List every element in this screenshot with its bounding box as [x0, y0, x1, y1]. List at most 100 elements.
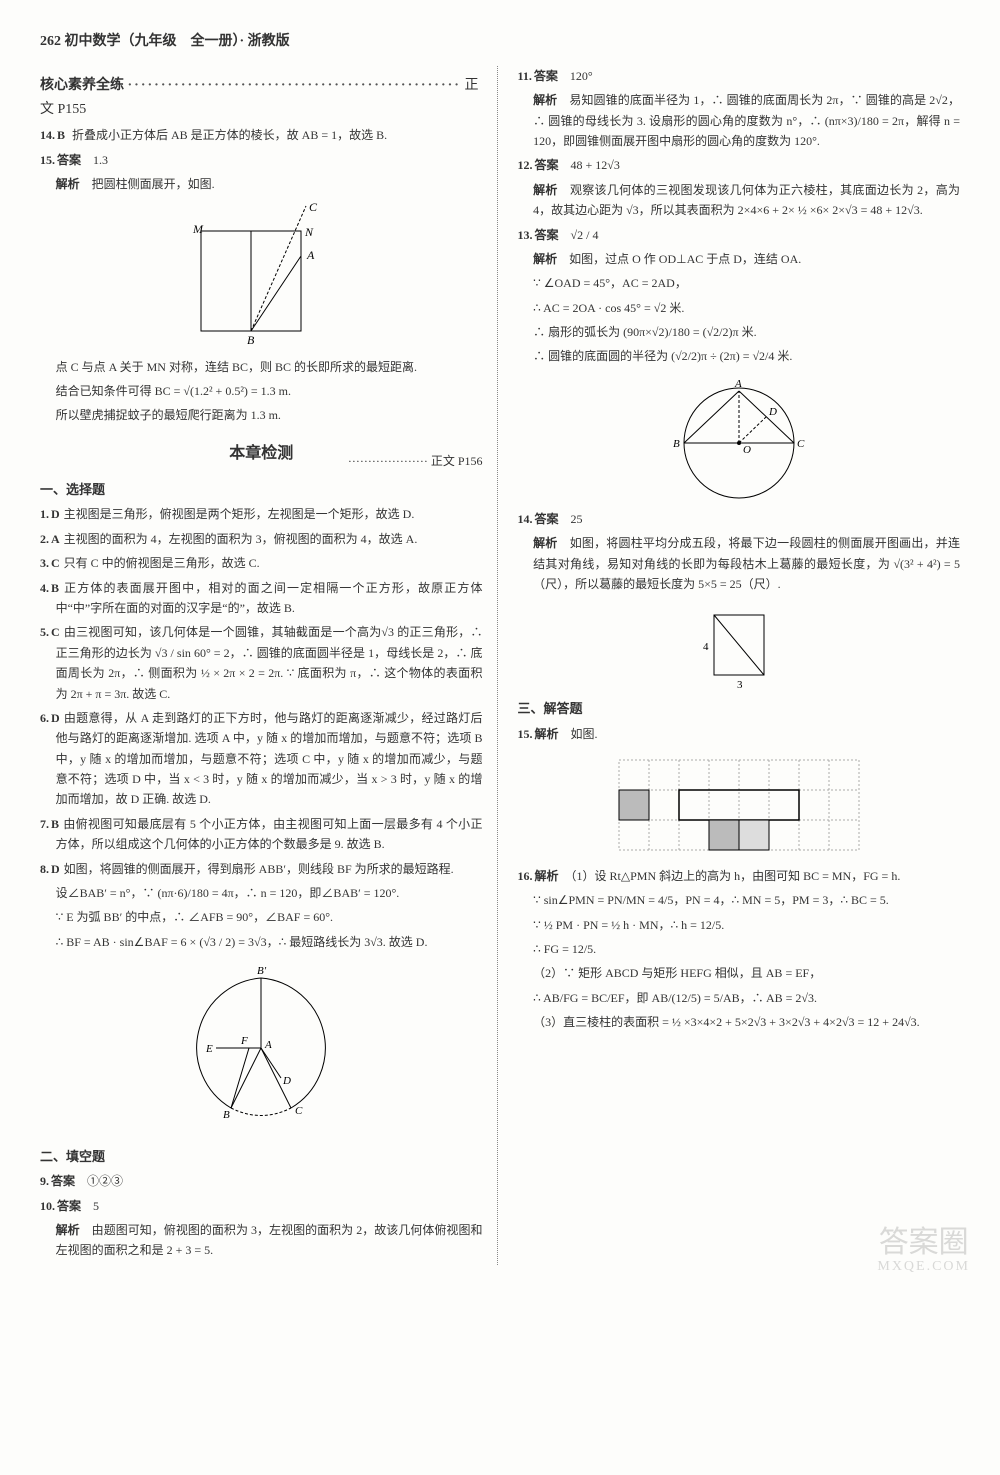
figure-sector: B′ E F A D B C — [181, 958, 341, 1138]
q10-exp: 解析 由题图可知，俯视图的面积为 3，左视图的面积为 2，故该几何体俯视图和左视… — [40, 1220, 483, 1261]
mc8-num: 8. — [40, 862, 49, 876]
q13-line2: ∴ 扇形的弧长为 (90π×√2)/180 = (√2/2)π 米. — [518, 322, 961, 342]
q15-line0: 点 C 与点 A 关于 MN 对称，连结 BC，则 BC 的长即所求的最短距离. — [40, 357, 483, 377]
q16: 16.解析 （1）设 Rt△PMN 斜边上的高为 h，由图可知 BC = MN，… — [518, 866, 961, 886]
figure-rectangle-diag: 4 3 — [689, 600, 789, 690]
dots: ········································… — [128, 78, 461, 93]
lbl-O: O — [743, 444, 751, 456]
mc2-ans: A — [51, 532, 60, 546]
mc4-ans: B — [51, 581, 59, 595]
q15-value: 1.3 — [93, 153, 108, 167]
q9: 9.答案 ①②③ — [40, 1171, 483, 1191]
figure-grid-views — [609, 750, 869, 860]
mc2-num: 2. — [40, 532, 49, 546]
q16-l12: ∴ FG = 12/5. — [518, 939, 961, 959]
q14-ans: B — [57, 128, 65, 142]
mc-6: 6.D由题意得，从 A 走到路灯的正下方时，他与路灯的距离逐渐减少，经过路灯后他… — [40, 708, 483, 810]
q14r-value: 25 — [571, 512, 583, 526]
q16-num: 16. — [518, 869, 533, 883]
mc-2: 2.A主视图的面积为 4，左视图的面积为 3，俯视图的面积为 4，故选 A. — [40, 529, 483, 549]
lbl-C3: C — [797, 438, 805, 450]
q15r-text: 如图. — [571, 727, 598, 741]
q14r-exp-label: 解析 — [533, 536, 557, 550]
label-C: C — [309, 201, 318, 214]
mc6-num: 6. — [40, 711, 49, 725]
section-1-name: 核心素养全练 — [40, 78, 124, 93]
mc5-text: 由三视图可知，该几何体是一个圆锥，其轴截面是一个高为√3 的正三角形，∴ 正三角… — [56, 625, 483, 700]
mc1-ans: D — [51, 507, 60, 521]
q10-num: 10. — [40, 1199, 55, 1213]
mc-7: 7.B由俯视图可知最底层有 5 个小正方体，由主视图可知上面一层最多有 4 个小… — [40, 814, 483, 855]
q11-value: 120° — [570, 69, 593, 83]
mc1-text: 主视图是三角形，俯视图是两个矩形，左视图是一个矩形，故选 D. — [64, 507, 415, 521]
q13-value: √2 / 4 — [571, 228, 599, 242]
label-A: A — [306, 248, 315, 262]
q15-answer: 15.答案 1.3 — [40, 150, 483, 170]
q13-exp-text: 如图，过点 O 作 OD⊥AC 于点 D，连结 OA. — [569, 252, 801, 266]
label-Bp: B′ — [257, 965, 267, 977]
figure-circle-sector: A B C D O — [649, 373, 829, 503]
q16-p1: （1）设 Rt△PMN 斜边上的高为 h，由图可知 BC = MN，FG = h… — [571, 869, 901, 883]
q9-num: 9. — [40, 1174, 49, 1188]
mc-4: 4.B正方体的表面展开图中，相对的面之间一定相隔一个正方形，故原正方体中“中”字… — [40, 578, 483, 619]
figure-cylinder-unfold: M N A B C — [171, 201, 351, 351]
q11-label: 答案 — [534, 69, 558, 83]
q10-exp-label: 解析 — [56, 1223, 80, 1237]
q10-value: 5 — [93, 1199, 99, 1213]
q12-label: 答案 — [535, 158, 559, 172]
q12-num: 12. — [518, 158, 533, 172]
q8-line0: 设∠BAB′ = n°，∵ (nπ·6)/180 = 4π，∴ n = 120，… — [40, 883, 483, 903]
mc3-ans: C — [51, 556, 60, 570]
chapter-pageref: 正文 P156 — [431, 454, 483, 468]
label-M: M — [192, 222, 204, 236]
explain-label: 解析 — [56, 177, 80, 191]
q15-explanation: 解析 把圆柱侧面展开，如图. — [40, 174, 483, 194]
q11-exp-label: 解析 — [533, 93, 557, 107]
q14-num: 14. — [40, 128, 55, 142]
q13-exp-label: 解析 — [533, 252, 557, 266]
section-title-1: 核心素养全练 ·································… — [40, 74, 483, 122]
q14: 14.B 折叠成小正方体后 AB 是正方体的棱长，故 AB = 1，故选 B. — [40, 125, 483, 145]
q11: 11.答案 120° — [518, 66, 961, 86]
right-column: 11.答案 120° 解析 易知圆锥的底面半径为 1，∴ 圆锥的底面周长为 2π… — [518, 66, 961, 1265]
q15-exp-text: 把圆柱侧面展开，如图. — [92, 177, 215, 191]
q13: 13.答案 √2 / 4 — [518, 225, 961, 245]
label-A2: A — [264, 1039, 272, 1051]
q13-line3: ∴ 圆锥的底面圆的半径为 (√2/2)π ÷ (2π) = √2/4 米. — [518, 346, 961, 366]
lbl-A3: A — [734, 378, 742, 390]
q13-line0: ∵ ∠OAD = 45°，AC = 2AD， — [518, 273, 961, 293]
q9-label: 答案 — [51, 1174, 75, 1188]
label-D: D — [282, 1075, 291, 1087]
left-column: 核心素养全练 ·································… — [40, 66, 498, 1265]
q13-label: 答案 — [535, 228, 559, 242]
q13-line1: ∴ AC = 2OA · cos 45° = √2 米. — [518, 298, 961, 318]
mc5-num: 5. — [40, 625, 49, 639]
mc6-ans: D — [51, 711, 60, 725]
dots2: ···················· — [348, 454, 428, 468]
q14r-label: 答案 — [535, 512, 559, 526]
q11-exp: 解析 易知圆锥的底面半径为 1，∴ 圆锥的底面周长为 2π，∵ 圆锥的高是 2√… — [518, 90, 961, 151]
lbl-D3: D — [768, 406, 777, 418]
mc4-text: 正方体的表面展开图中，相对的面之间一定相隔一个正方形，故原正方体中“中”字所在面… — [56, 581, 483, 615]
lbl-3: 3 — [737, 679, 743, 690]
label-B2: B — [223, 1109, 230, 1121]
q14r-exp: 解析 如图，将圆柱平均分成五段，将最下边一段圆柱的侧面展开图画出，并连结其对角线… — [518, 533, 961, 594]
page-header: 262 初中数学（九年级 全一册）· 浙教版 — [40, 30, 960, 54]
q10-label: 答案 — [57, 1199, 81, 1213]
q12-exp: 解析 观察该几何体的三视图发现该几何体为正六棱柱，其底面边长为 2，高为 4，故… — [518, 180, 961, 221]
mc5-ans: C — [51, 625, 60, 639]
mc3-text: 只有 C 中的俯视图是三角形，故选 C. — [64, 556, 260, 570]
q15-line1: 结合已知条件可得 BC = √(1.2² + 0.5²) = 1.3 m. — [40, 381, 483, 401]
mc7-text: 由俯视图可知最底层有 5 个小正方体，由主视图可知上面一层最多有 4 个小正方体… — [56, 817, 483, 851]
answer-label: 答案 — [57, 153, 81, 167]
q14r-exp-text: 如图，将圆柱平均分成五段，将最下边一段圆柱的侧面展开图画出，并连结其对角线，易知… — [533, 536, 960, 591]
subhead-fill: 二、填空题 — [40, 1146, 483, 1168]
mc3-num: 3. — [40, 556, 49, 570]
q16-p2: （2）∵ 矩形 ABCD 与矩形 HEFG 相似，且 AB = EF， — [518, 963, 961, 983]
q10-exp-text: 由题图可知，俯视图的面积为 3，左视图的面积为 2，故该几何体俯视图和左视图的面… — [56, 1223, 483, 1257]
label-F: F — [240, 1035, 248, 1047]
q10: 10.答案 5 — [40, 1196, 483, 1216]
q9-value: ①②③ — [87, 1174, 123, 1188]
mc1-num: 1. — [40, 507, 49, 521]
lbl-B3: B — [673, 438, 680, 450]
